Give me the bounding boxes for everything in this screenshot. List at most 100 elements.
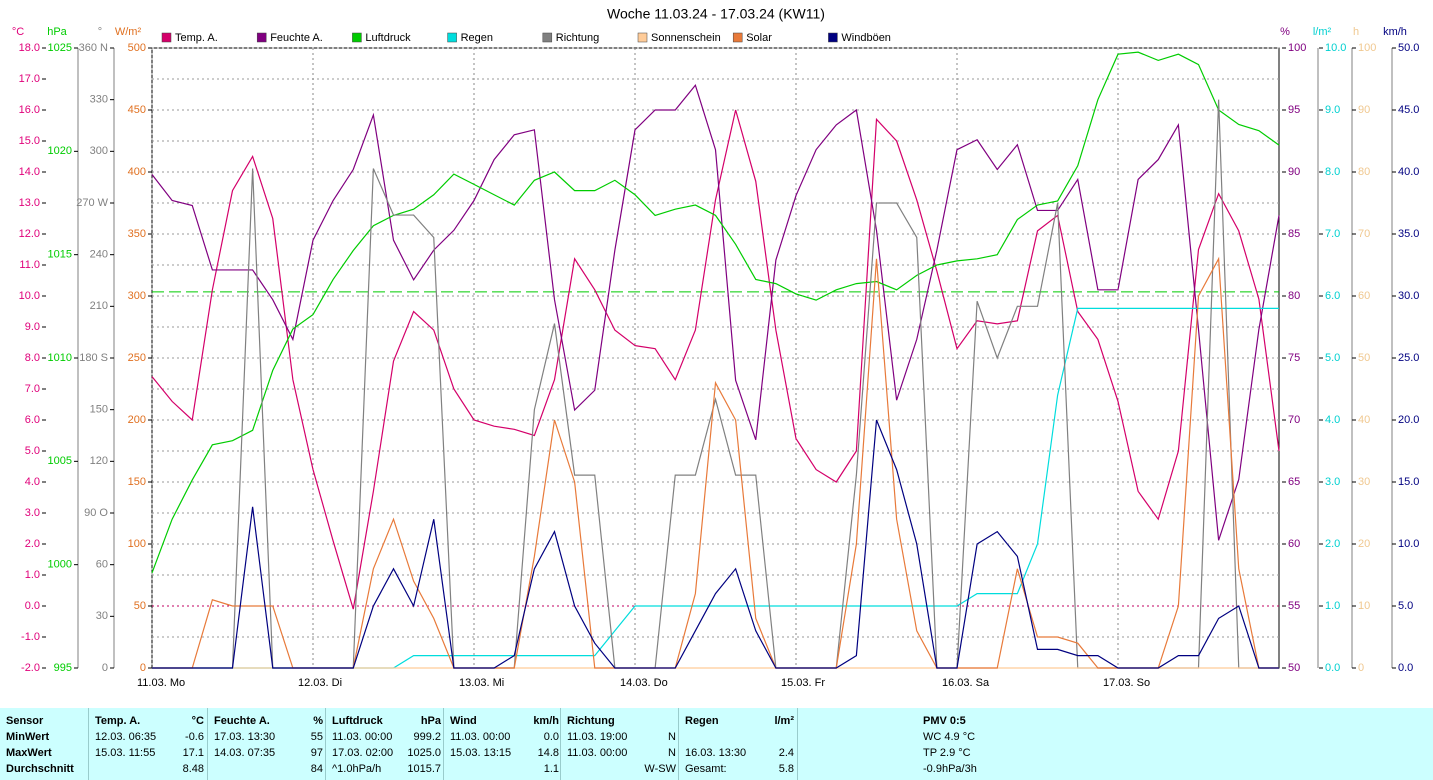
y-tick-label: 15.0 <box>19 135 40 147</box>
y-tick-label: 1025 <box>48 42 72 54</box>
y-tick-label: 1020 <box>48 145 72 157</box>
y-tick-label: 1.0 <box>1325 600 1340 612</box>
y-tick-label: 0 <box>1358 662 1364 674</box>
cell-time: 15.03. 11:55 <box>95 747 156 759</box>
axis-unit: % <box>1280 26 1290 38</box>
y-tick-label: 50 <box>134 600 146 612</box>
y-tick-label: 20 <box>1358 538 1370 550</box>
y-tick-label: 150 <box>90 404 108 416</box>
y-tick-label: 11.0 <box>19 259 40 271</box>
row-label: MaxWert <box>6 747 52 759</box>
y-tick-label: 40 <box>1358 414 1370 426</box>
y-tick-label: 17.0 <box>19 73 40 85</box>
cell-value: 97 <box>310 747 323 759</box>
y-tick-label: 85 <box>1288 228 1300 240</box>
legend-label: Sonnenschein <box>651 32 721 44</box>
column-separator <box>678 708 679 780</box>
column-separator <box>88 708 89 780</box>
cell-time: 17.03. 13:30 <box>214 731 276 743</box>
row-label: Durchschnitt <box>6 763 74 775</box>
axis-unit: h <box>1353 26 1359 38</box>
axis-unit: °C <box>12 26 24 38</box>
y-tick-label: 60 <box>1288 538 1300 550</box>
y-tick-label: 80 <box>1288 290 1300 302</box>
axis-unit: ° <box>98 26 102 38</box>
y-tick-label: 50 <box>1288 662 1300 674</box>
y-tick-label: 50 <box>1358 352 1370 364</box>
column-header: Regen <box>685 715 719 727</box>
column-separator <box>443 708 444 780</box>
y-tick-label: 30 <box>96 610 108 622</box>
x-tick-label: 13.03. Mi <box>459 677 504 689</box>
axis-unit: km/h <box>1383 26 1407 38</box>
legend-swatch <box>828 32 838 43</box>
y-tick-label: -2.0 <box>21 662 40 674</box>
cell-time: 11.03. 00:00 <box>567 747 628 759</box>
y-tick-label: 90 <box>1358 104 1370 116</box>
y-tick-label: 80 <box>1358 166 1370 178</box>
cell-time: 11.03. 19:00 <box>567 731 628 743</box>
y-tick-label: 10 <box>1358 600 1370 612</box>
y-tick-label: 1005 <box>48 455 72 467</box>
y-tick-label: 13.0 <box>19 197 40 209</box>
x-tick-label: 16.03. Sa <box>942 677 990 689</box>
legend-swatch <box>161 32 172 43</box>
y-tick-label: 35.0 <box>1398 228 1419 240</box>
y-tick-label: 210 <box>90 300 108 312</box>
y-tick-label: 450 <box>128 104 146 116</box>
y-tick-label: 18.0 <box>19 42 40 54</box>
plot-area <box>151 47 1280 669</box>
column-header: Wind <box>450 715 477 727</box>
legend-swatch <box>542 32 553 43</box>
cell-value: 1025.0 <box>407 747 441 759</box>
y-tick-label: 8.0 <box>25 352 40 364</box>
y-tick-label: 9.0 <box>1325 104 1340 116</box>
y-tick-label: 995 <box>54 662 72 674</box>
legend-label: Temp. A. <box>175 32 218 44</box>
column-unit: km/h <box>533 715 559 727</box>
x-tick-label: 17.03. So <box>1103 677 1150 689</box>
chart-title: Woche 11.03.24 - 17.03.24 (KW11) <box>607 6 825 22</box>
y-tick-label: 10.0 <box>1325 42 1346 54</box>
cell-time: ^1.0hPa/h <box>332 763 382 775</box>
column-header: Feuchte A. <box>214 715 270 727</box>
y-tick-label: 1015 <box>48 249 72 261</box>
y-tick-label: 330 <box>90 94 108 106</box>
legend-label: Richtung <box>556 32 599 44</box>
y-tick-label: 400 <box>128 166 146 178</box>
legend-swatch <box>256 32 267 43</box>
y-tick-label: 5.0 <box>1325 352 1340 364</box>
column-header: PMV 0:5 <box>923 715 966 727</box>
column-unit: °C <box>191 715 204 727</box>
y-tick-label: 90 <box>1288 166 1300 178</box>
cell-value: 14.8 <box>537 747 559 759</box>
legend-label: Regen <box>461 32 493 44</box>
cell-value: N <box>668 747 676 759</box>
cell-text: -0.9hPa/3h <box>923 763 977 775</box>
y-tick-label: 0 <box>102 662 108 674</box>
axis-unit: W/m² <box>115 26 142 38</box>
y-tick-label: 8.0 <box>1325 166 1340 178</box>
cell-time: Gesamt: <box>685 763 727 775</box>
axis-unit: hPa <box>47 26 67 38</box>
y-tick-label: 120 <box>90 455 108 467</box>
y-tick-label: 180 S <box>79 352 108 364</box>
column-separator <box>207 708 208 780</box>
cell-value: 999.2 <box>413 731 441 743</box>
y-tick-label: 90 O <box>84 507 108 519</box>
y-tick-label: 4.0 <box>1325 414 1340 426</box>
y-tick-label: 30.0 <box>1398 290 1419 302</box>
y-tick-label: 300 <box>128 290 146 302</box>
series-line <box>151 51 1280 574</box>
y-tick-label: 10.0 <box>19 290 40 302</box>
x-tick-label: 15.03. Fr <box>781 677 825 689</box>
y-tick-label: 2.0 <box>1325 538 1340 550</box>
y-tick-label: 70 <box>1288 414 1300 426</box>
y-tick-label: 350 <box>128 228 146 240</box>
y-tick-label: 240 <box>90 249 108 261</box>
cell-value: -0.6 <box>185 731 204 743</box>
y-tick-label: 9.0 <box>25 321 40 333</box>
cell-value: 2.4 <box>778 747 794 759</box>
column-separator <box>560 708 561 780</box>
